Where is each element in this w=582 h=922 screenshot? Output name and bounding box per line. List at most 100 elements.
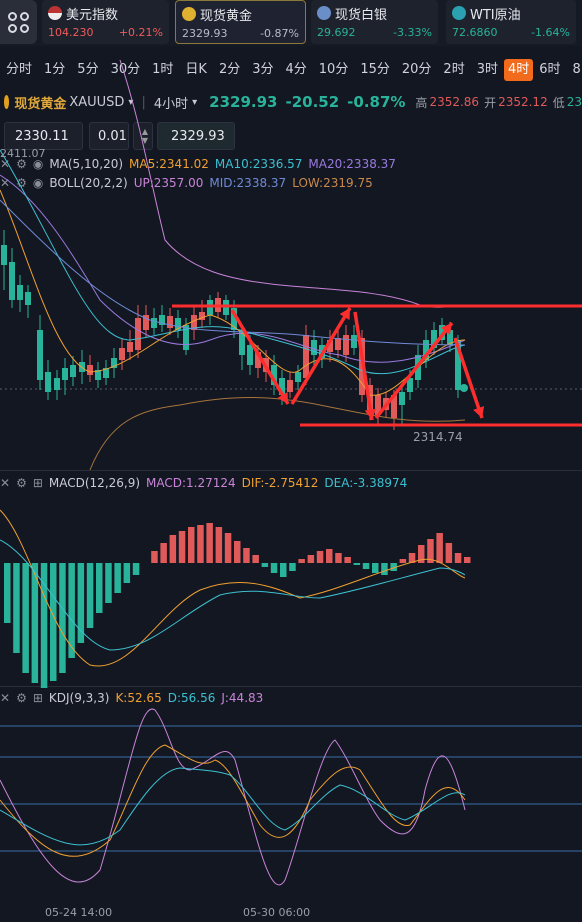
candle	[327, 340, 333, 352]
ticker-card-wti[interactable]: WTI原油 72.6860 -1.64%	[446, 0, 576, 44]
trend-arrow	[353, 311, 374, 421]
arrow-head	[339, 308, 350, 320]
tab-timeframe[interactable]: 1时	[152, 62, 174, 77]
candle	[215, 298, 221, 312]
tab-timeframe[interactable]: 20分	[401, 62, 432, 77]
tab-timeframe[interactable]: 1分	[44, 62, 66, 77]
lot-stepper[interactable]: ▲ ▼	[133, 122, 153, 150]
tab-timeframe[interactable]: 5分	[77, 62, 99, 77]
candle	[111, 358, 117, 368]
last-price-dot	[460, 384, 468, 392]
tab-timeframe[interactable]: 3分	[252, 62, 274, 77]
macd-bar	[188, 527, 195, 563]
macd-bar	[261, 563, 269, 567]
candle	[37, 330, 43, 380]
x-axis-label: 05-24 14:00	[45, 906, 112, 919]
macd-bar	[105, 563, 112, 603]
candle	[351, 335, 357, 348]
close-icon[interactable]: ✕	[0, 691, 11, 705]
close-icon[interactable]: ✕	[0, 157, 11, 171]
tab-timeframe[interactable]: 10分	[318, 62, 349, 77]
macd-bar	[344, 557, 351, 563]
candle	[54, 378, 60, 390]
kdj-k-line	[0, 744, 466, 857]
symbol-code[interactable]: XAUUSD	[69, 94, 125, 110]
add-indicator-icon[interactable]: ⊞	[32, 691, 43, 705]
macd-bar	[436, 533, 443, 563]
sell-price-box[interactable]: 2330.11	[4, 122, 83, 150]
macd-dif-line	[0, 509, 466, 667]
candle	[279, 378, 285, 395]
gear-icon[interactable]: ⚙	[16, 157, 27, 171]
ma-legend: ✕ ⚙ ◉ MA(5,10,20) MA5:2341.02 MA10:2336.…	[0, 157, 396, 171]
macd-bar	[243, 548, 250, 563]
macd-bar	[59, 563, 66, 673]
tab-timeframe[interactable]: 6时	[539, 62, 561, 77]
candle	[17, 285, 23, 300]
period-selector[interactable]: 4小时	[153, 96, 189, 112]
tab-timeframe[interactable]: 3时	[476, 62, 498, 77]
candle	[271, 365, 277, 385]
candle	[167, 316, 173, 328]
price-change-pct: -0.87%	[347, 93, 406, 111]
tab-timeframe[interactable]: 15分	[360, 62, 390, 77]
macd-bar	[224, 533, 232, 563]
gear-icon[interactable]: ⚙	[16, 691, 27, 705]
x-axis-label: 05-30 06:00	[243, 906, 310, 919]
macd-bar	[22, 563, 29, 673]
close-icon[interactable]: ✕	[0, 476, 11, 490]
candle	[343, 335, 349, 355]
macd-bar	[50, 563, 57, 681]
us-flag-icon	[48, 6, 62, 20]
macd-bar	[4, 563, 11, 623]
trend-arrow	[290, 307, 352, 405]
menu-button[interactable]	[0, 0, 37, 44]
buy-price-box[interactable]: 2329.93	[157, 122, 235, 150]
tab-timeframe[interactable]: 2分	[218, 62, 241, 77]
low-value: 23	[566, 95, 582, 109]
macd-dea-line	[0, 539, 466, 651]
candle	[62, 368, 68, 380]
ticker-card-silver[interactable]: 现货白银 29.692 -3.33%	[311, 0, 438, 44]
tab-timeframe[interactable]: 4时	[503, 59, 534, 81]
candle	[407, 378, 413, 392]
candle	[25, 292, 31, 305]
candle	[159, 315, 165, 325]
close-icon[interactable]: ✕	[0, 176, 11, 190]
macd-bar	[215, 527, 223, 563]
macd-bar	[197, 525, 204, 563]
period-dropdown-icon[interactable]: ▾	[192, 96, 198, 108]
tab-timeframe[interactable]: 8	[572, 62, 581, 77]
candle	[151, 318, 157, 328]
macd-bar	[362, 563, 370, 569]
tab-timeframe[interactable]: 30分	[110, 62, 141, 77]
tab-timeframe[interactable]: 4分	[285, 62, 307, 77]
price-change: -20.52	[285, 93, 340, 111]
candle	[431, 330, 437, 348]
gear-icon[interactable]: ⚙	[16, 176, 27, 190]
tab-timeframe[interactable]: 日K	[185, 62, 207, 77]
tab-timeframe[interactable]: 分时	[6, 62, 33, 77]
ticker-card-dxy[interactable]: 美元指数 104.230 +0.21%	[42, 0, 169, 44]
macd-bar	[280, 563, 287, 577]
add-indicator-icon[interactable]: ⊞	[32, 476, 43, 490]
symbol-name[interactable]: 现货黄金	[14, 96, 67, 112]
macd-bar	[96, 563, 103, 613]
symbol-dropdown-icon[interactable]: ▾	[128, 96, 134, 108]
macd-bar	[31, 563, 39, 683]
eye-icon[interactable]: ◉	[32, 176, 44, 190]
lot-size-input[interactable]: 0.01	[89, 122, 129, 150]
gold-symbol-icon	[4, 95, 10, 109]
tab-timeframe[interactable]: 2时	[443, 62, 465, 77]
gear-icon[interactable]: ⚙	[16, 476, 27, 490]
kdj-d-line	[0, 767, 466, 846]
macd-bar	[335, 553, 342, 563]
macd-bar	[390, 563, 397, 571]
grid-menu-icon	[8, 11, 29, 33]
eye-icon[interactable]: ◉	[32, 157, 44, 171]
ticker-bar: 美元指数 104.230 +0.21% 现货黄金 2329.93 -0.87% 现货…	[0, 0, 582, 46]
candle	[391, 395, 397, 418]
ticker-card-gold[interactable]: 现货黄金 2329.93 -0.87%	[175, 0, 306, 44]
